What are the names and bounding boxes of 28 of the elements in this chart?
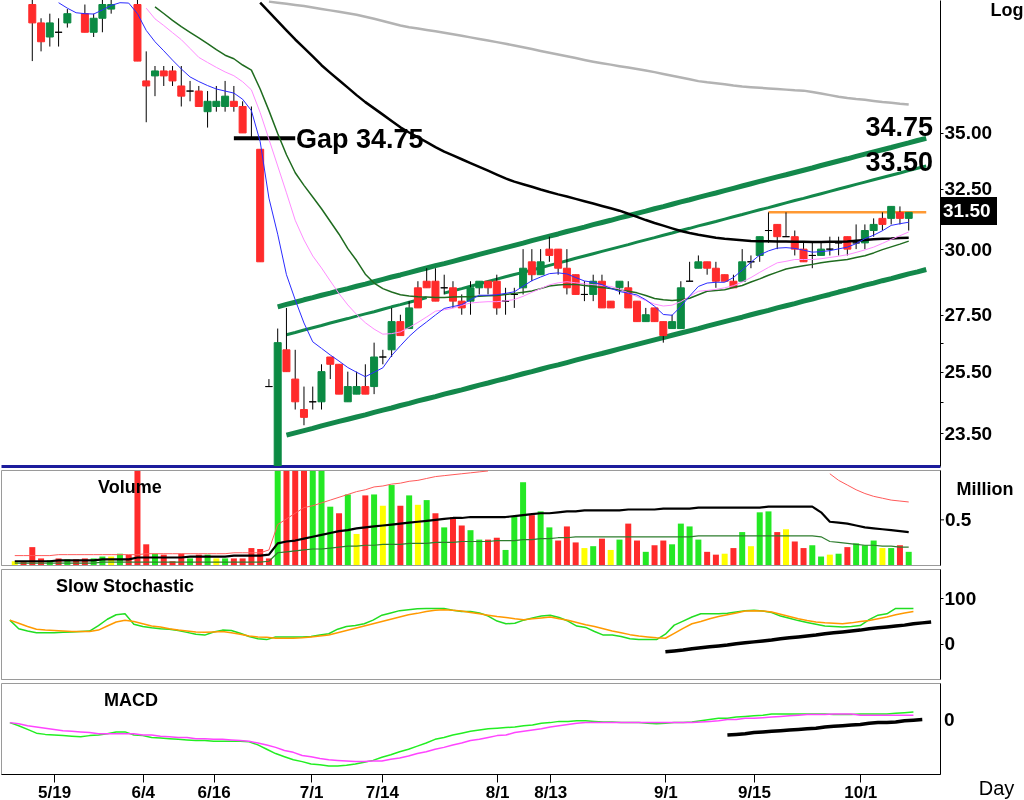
y-tick-label: 32.50 bbox=[944, 178, 993, 200]
y-tick-label: 25.50 bbox=[944, 361, 993, 383]
x-tick-label: 8/13 bbox=[534, 782, 568, 800]
x-tick-label: 9/1 bbox=[654, 782, 678, 800]
y-tick-label: 23.50 bbox=[944, 422, 993, 444]
x-tick-label: 6/16 bbox=[197, 782, 231, 800]
annotation: 33.50 bbox=[865, 147, 933, 177]
x-tick-label: 7/14 bbox=[365, 782, 400, 800]
text: 31.50 bbox=[943, 200, 991, 221]
x-tick-label: 6/4 bbox=[131, 782, 156, 800]
y-axis-title: Log bbox=[990, 0, 1024, 20]
y-tick-label: 30.00 bbox=[944, 238, 993, 260]
y-tick-label: 100 bbox=[944, 587, 977, 609]
x-tick-label: 10/1 bbox=[844, 782, 878, 800]
x-tick-label: 5/19 bbox=[38, 782, 72, 800]
x-axis-title: Day bbox=[978, 776, 1015, 799]
annotation: Gap 34.75 bbox=[296, 124, 424, 154]
x-tick-label: 7/1 bbox=[299, 782, 324, 800]
y-axis-title: Million bbox=[956, 478, 1014, 499]
chart-title: Slow Stochastic bbox=[56, 576, 195, 596]
y-tick-label: 27.50 bbox=[944, 304, 993, 326]
x-tick-label: 8/1 bbox=[485, 782, 510, 800]
x-tick-label: 9/15 bbox=[737, 782, 772, 800]
y-tick-label: 35.00 bbox=[944, 122, 993, 144]
chart-title: MACD bbox=[104, 690, 158, 710]
ref-line-label: 0.5 bbox=[945, 508, 972, 530]
annotation: 34.75 bbox=[865, 112, 933, 142]
y-tick-label: 0 bbox=[944, 633, 956, 655]
